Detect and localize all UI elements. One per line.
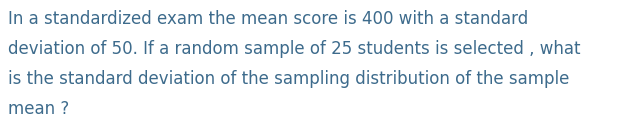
Text: mean ?: mean ? [8, 100, 69, 118]
Text: is the standard deviation of the sampling distribution of the sample: is the standard deviation of the samplin… [8, 70, 569, 88]
Text: deviation of 50. If a random sample of 25 students is selected , what: deviation of 50. If a random sample of 2… [8, 40, 581, 58]
Text: In a standardized exam the mean score is 400 with a standard: In a standardized exam the mean score is… [8, 10, 529, 28]
